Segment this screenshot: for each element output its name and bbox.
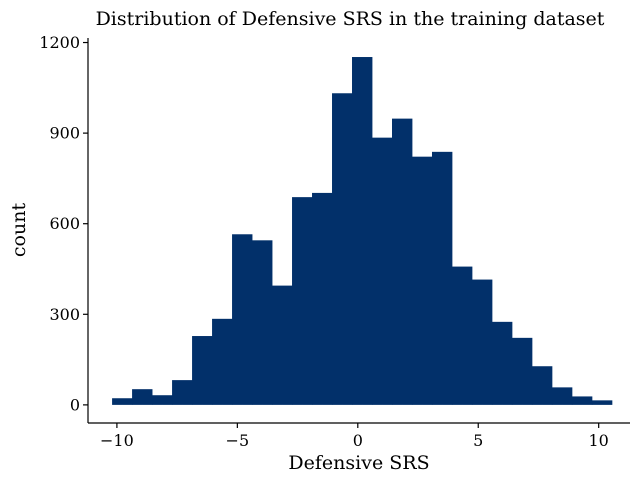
x-tick-label: 10 [589, 431, 609, 450]
x-tick-label: 0 [353, 431, 363, 450]
histogram-bar-15 [411, 156, 433, 405]
x-ticks-group: −10 −5 0 5 10 [100, 423, 609, 450]
histogram-bar-16 [431, 151, 453, 405]
histogram-bar-1 [132, 389, 153, 405]
histogram-bar-24 [591, 400, 613, 405]
chart-title: Distribution of Defensive SRS in the tra… [96, 8, 605, 30]
x-tick-label: −5 [226, 431, 250, 450]
y-tick-label: 300 [49, 305, 80, 324]
histogram-bar-10 [312, 192, 333, 405]
histogram-bar-3 [172, 380, 193, 405]
histogram-bar-6 [232, 234, 253, 405]
histogram-bar-4 [192, 336, 213, 405]
histogram-bar-22 [551, 387, 573, 405]
x-tick-label: −10 [100, 431, 134, 450]
histogram-bar-8 [272, 285, 293, 405]
x-tick-label: 5 [473, 431, 483, 450]
histogram-bar-9 [292, 197, 313, 405]
histogram-bar-14 [392, 118, 413, 405]
y-axis-label: count [8, 203, 30, 258]
histogram-bar-0 [112, 398, 133, 405]
histogram-bar-21 [531, 366, 553, 405]
histogram-bar-17 [451, 266, 473, 405]
y-tick-label: 600 [49, 214, 80, 233]
histogram-bar-7 [252, 240, 273, 405]
y-tick-label: 0 [70, 395, 80, 414]
y-tick-label: 1200 [39, 33, 80, 52]
histogram-bar-2 [152, 395, 173, 405]
y-ticks-group: 0 300 600 900 1200 [39, 33, 88, 414]
histogram-bar-18 [471, 279, 493, 405]
histogram-bar-12 [352, 57, 373, 405]
x-axis-label: Defensive SRS [288, 452, 429, 474]
histogram-bar-11 [332, 93, 353, 405]
histogram-bar-20 [511, 337, 533, 405]
y-tick-label: 900 [49, 124, 80, 143]
histogram-bar-13 [372, 137, 393, 405]
bars-group [112, 57, 613, 405]
histogram-bar-23 [571, 396, 593, 405]
histogram-bar-5 [212, 318, 233, 405]
histogram-bar-19 [491, 321, 513, 405]
